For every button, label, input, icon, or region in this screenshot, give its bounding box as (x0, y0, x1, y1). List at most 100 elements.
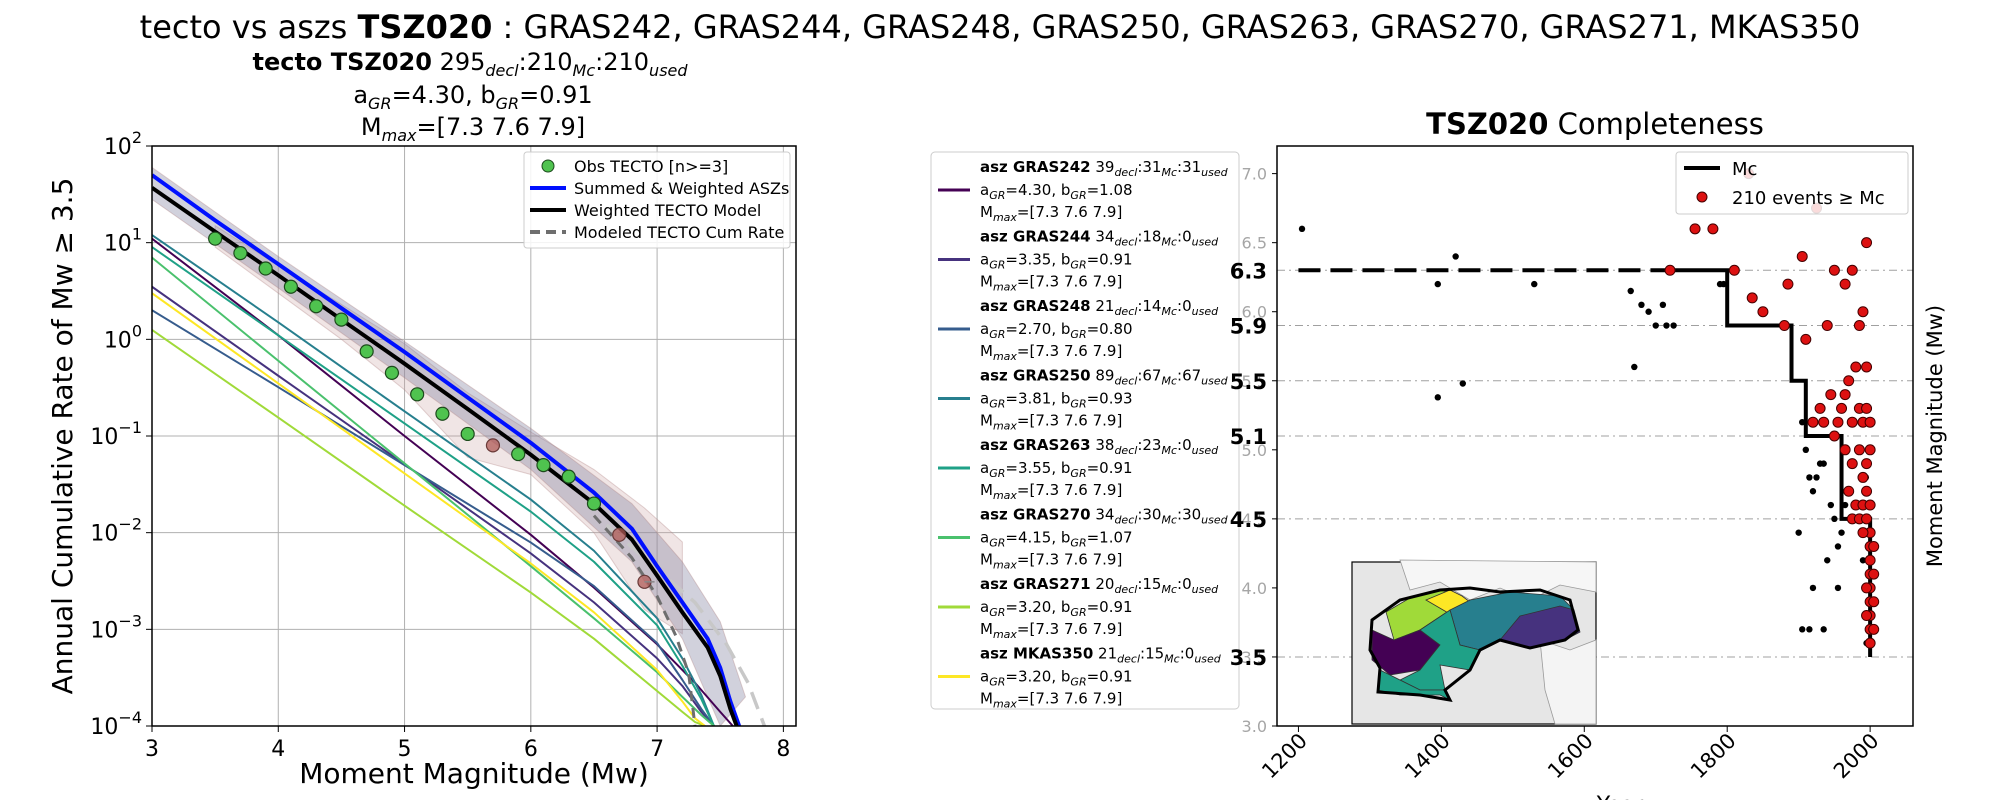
y-tick-label: 10−1 (90, 418, 142, 450)
asz-entry-part: 14 (1142, 297, 1161, 315)
event-below-mc (1820, 460, 1827, 467)
asz-entry-part: 0 (1182, 436, 1192, 454)
asz-entry-part: 31 (1142, 158, 1161, 176)
asz-entry-part: : (1137, 575, 1142, 593)
event-above-mc (1861, 610, 1873, 622)
event-above-mc (1821, 320, 1833, 332)
asz-entry-gr: aGR=3.35, bGR=0.91 (980, 251, 1133, 272)
asz-entry-part: M (980, 342, 993, 360)
left-header-decl: 295 (440, 48, 486, 76)
asz-entry-part: GR (989, 398, 1005, 411)
asz-entry-part: b (1061, 668, 1071, 686)
svg-text:Mmax=[7.3 7.6 7.9]: Mmax=[7.3 7.6 7.9] (361, 113, 585, 145)
event-above-mc (1796, 250, 1808, 262)
series-line-gras263 (152, 246, 715, 726)
asz-entry-part: b (1061, 390, 1071, 408)
asz-entry-part: =0.91 (1087, 668, 1133, 686)
asz-entry-part: =3.55, (1005, 459, 1061, 477)
asz-entry-part: 39 (1091, 158, 1115, 176)
asz-entry-title: asz GRAS244 34decl:18Mc:0used (980, 228, 1219, 249)
asz-entry-part: =[7.3 7.6 7.9] (1017, 481, 1122, 499)
asz-entry-part: b (1061, 459, 1071, 477)
asz-entry-part: =0.91 (1087, 598, 1133, 616)
observed-point (208, 231, 223, 246)
left-a-sub: GR (368, 94, 392, 113)
event-below-mc (1831, 515, 1838, 523)
asz-entry-part: M (980, 620, 993, 638)
left-mmax-sub: max (382, 126, 417, 145)
event-above-mc (1868, 623, 1880, 635)
asz-entry-part: Mc (1161, 236, 1177, 249)
asz-entry-part: asz GRAS250 (980, 367, 1091, 385)
event-above-mc (1832, 416, 1844, 428)
event-below-mc (1834, 584, 1842, 592)
asz-entry-part: b (1061, 320, 1071, 338)
asz-entry-mmax: Mmax=[7.3 7.6 7.9] (980, 203, 1122, 224)
left-header-used-sub: used (649, 61, 688, 80)
event-above-mc (1868, 596, 1880, 608)
y-tick-base: 10 (104, 232, 132, 257)
asz-entry-part: b (1061, 598, 1071, 616)
asz-entry-part: used (1201, 514, 1228, 527)
asz-entry-part: : (1177, 158, 1182, 176)
observed-point (511, 446, 526, 462)
right-title: TSZ020 Completeness (1426, 107, 1764, 141)
asz-entry-part: max (993, 489, 1017, 502)
asz-entry-title: asz GRAS271 20decl:15Mc:0used (980, 575, 1219, 596)
event-below-mc (1434, 394, 1441, 401)
y-tick-label: 4.0 (1242, 579, 1267, 598)
mc-level-label: 5.5 (1230, 370, 1267, 394)
asz-entry-part: M (980, 690, 993, 708)
asz-entry-part: : (1137, 158, 1142, 176)
asz-entry-part: 0 (1182, 575, 1192, 593)
asz-entry-part: 20 (1091, 575, 1115, 593)
event-below-mc (1531, 280, 1538, 288)
asz-entry-part: =[7.3 7.6 7.9] (1017, 412, 1122, 430)
mc-level-label: 6.3 (1230, 259, 1267, 283)
event-above-mc (1850, 361, 1862, 373)
event-above-mc (1728, 264, 1740, 276)
event-above-mc (1746, 292, 1758, 304)
y-axis-label: Moment Magnitude (Mw) (1923, 305, 1947, 567)
event-below-mc (1809, 584, 1817, 592)
asz-entry-part: GR (1070, 467, 1086, 480)
asz-entry-mmax: Mmax=[7.3 7.6 7.9] (980, 690, 1122, 711)
x-tick-label: 6 (524, 737, 538, 762)
asz-entry-part: =3.20, (1005, 668, 1061, 686)
y-tick-exp: 1 (132, 225, 142, 244)
asz-entry-part: 67 (1182, 367, 1201, 385)
observed-point (435, 406, 450, 421)
observed-point (612, 527, 627, 542)
event-below-mc (1652, 322, 1659, 329)
event-above-mc (1846, 458, 1858, 470)
asz-entry-part: GR (989, 537, 1005, 550)
series-line-gras250 (152, 234, 715, 726)
event-above-mc (1861, 237, 1873, 249)
left-b-label: b (480, 81, 495, 109)
asz-entry-mmax: Mmax=[7.3 7.6 7.9] (980, 412, 1122, 433)
asz-entry-part: 0 (1182, 297, 1192, 315)
event-above-mc (1864, 637, 1876, 649)
event-above-mc (1864, 554, 1876, 566)
event-above-mc (1861, 485, 1873, 497)
asz-entry-part: decl (1117, 653, 1140, 666)
event-above-mc (1800, 333, 1812, 345)
asz-entry-part: =[7.3 7.6 7.9] (1017, 273, 1122, 291)
x-tick-label: 7 (650, 737, 664, 762)
svg-text:tecto TSZ020 295decl:210Mc:21: tecto TSZ020 295decl:210Mc:210used (252, 48, 688, 80)
y-tick-exp: −4 (118, 708, 142, 727)
event-above-mc (1861, 361, 1873, 373)
asz-entry-part: decl (1114, 305, 1137, 318)
asz-entry-part: GR (989, 467, 1005, 480)
left-mmax-label: M (361, 113, 382, 141)
y-tick-label: 5.5 (1242, 372, 1267, 391)
right-legend: Mc 210 events ≥ Mc (1675, 151, 1909, 215)
event-above-mc (1864, 416, 1876, 428)
y-tick-exp: 2 (132, 128, 142, 147)
asz-entry-part: used (1201, 166, 1228, 179)
left-b-sub: GR (496, 94, 520, 113)
asz-entry-part: decl (1114, 514, 1137, 527)
asz-entry-part: : (1177, 506, 1182, 524)
event-below-mc (1663, 322, 1670, 329)
event-above-mc (1846, 416, 1858, 428)
